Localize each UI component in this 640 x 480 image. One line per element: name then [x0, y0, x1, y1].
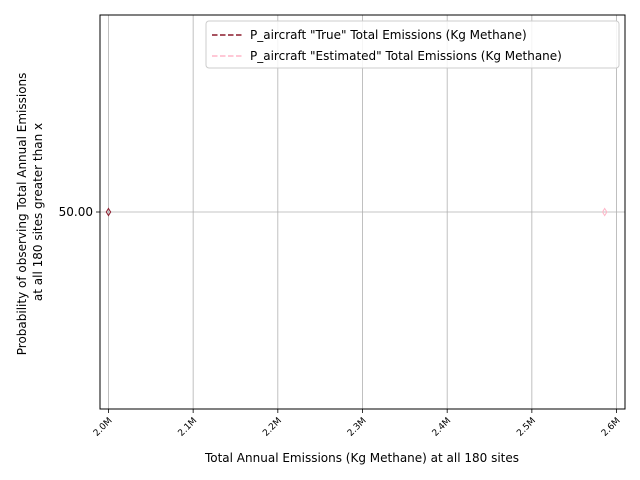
- x-axis: 2.0M 2.1M 2.2M 2.3M 2.4M 2.5M 2.6M: [92, 409, 623, 439]
- legend-label-true: P_aircraft "True" Total Emissions (Kg Me…: [250, 28, 527, 42]
- series-estimated: [601, 207, 608, 217]
- grid: [100, 15, 625, 409]
- x-axis-label: Total Annual Emissions (Kg Methane) at a…: [204, 451, 519, 465]
- legend: P_aircraft "True" Total Emissions (Kg Me…: [205, 20, 620, 69]
- x-tick-label: 2.3M: [346, 416, 369, 439]
- x-tick-label: 2.0M: [92, 416, 115, 439]
- series-true: [105, 207, 112, 217]
- x-tick-label: 2.1M: [177, 416, 200, 439]
- x-tick-label: 2.5M: [515, 416, 538, 439]
- x-tick-label: 2.4M: [431, 416, 454, 439]
- y-axis-label-line-1: Probability of observing Total Annual Em…: [15, 73, 29, 356]
- y-axis-label: Probability of observing Total Annual Em…: [15, 69, 45, 355]
- data-point: [601, 207, 608, 217]
- legend-label-estimated: P_aircraft "Estimated" Total Emissions (…: [250, 49, 562, 63]
- legend-box: [205, 20, 620, 69]
- y-axis-label-line-2: at all 180 sites greater than x: [31, 123, 45, 301]
- y-axis: 50.00: [59, 205, 100, 219]
- series-layer: [105, 207, 608, 217]
- data-point: [105, 207, 112, 217]
- x-tick-label: 2.2M: [261, 416, 284, 439]
- y-tick-label: 50.00: [59, 205, 93, 219]
- x-tick-label: 2.6M: [600, 416, 623, 439]
